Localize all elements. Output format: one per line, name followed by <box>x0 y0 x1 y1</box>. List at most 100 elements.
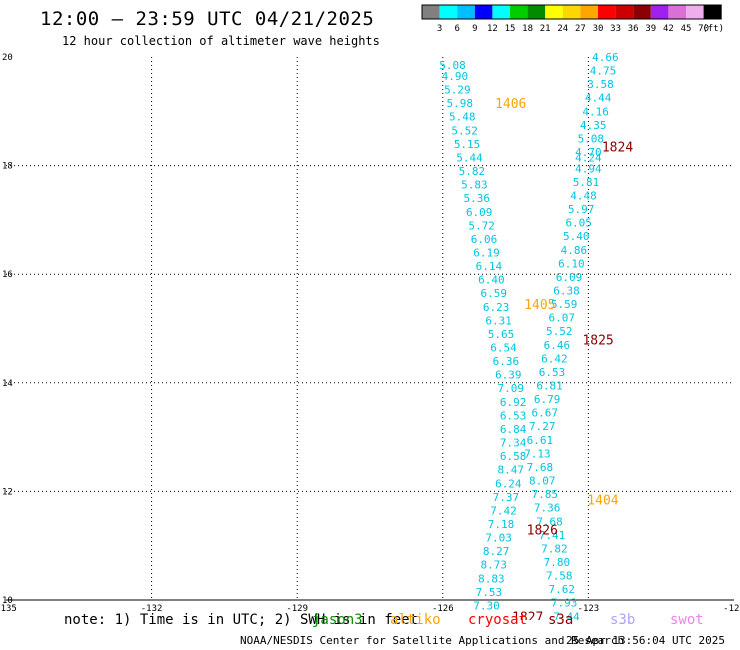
colorbar-swatch <box>510 5 528 19</box>
wave-height-value: 7.82 <box>541 542 568 555</box>
wave-height-value: 7.62 <box>548 583 575 596</box>
pass-time-label: 1827 <box>512 610 543 620</box>
colorbar-tick-label: 39 <box>645 24 656 34</box>
wave-height-value: 7.09 <box>497 382 524 395</box>
colorbar-swatch <box>598 5 616 19</box>
wave-height-value: 7.03 <box>485 532 512 545</box>
colorbar-tick-label: 12 <box>487 24 498 34</box>
wave-height-value: 4.90 <box>442 70 469 83</box>
wave-height-value: 6.67 <box>531 407 558 420</box>
footer-timestamp: 25 Apr 13:56:04 UTC 2025 <box>566 634 725 647</box>
wave-height-value: 7.85 <box>531 488 558 501</box>
satellite-s3a-label: s3a <box>548 612 574 628</box>
colorbar-tick-label: 42 <box>663 24 674 34</box>
wave-height-value: 4.35 <box>580 119 607 132</box>
x-tick-label: -132 <box>141 604 163 614</box>
colorbar-swatch <box>615 5 634 19</box>
wave-height-value: 4.66 <box>592 51 619 64</box>
wave-height-value: 5.40 <box>563 230 590 243</box>
wave-height-value: 4.24 <box>575 151 602 164</box>
wave-height-value: 6.24 <box>495 477 522 490</box>
colorbar-swatch <box>457 5 475 19</box>
wave-height-value: 5.52 <box>451 124 478 137</box>
wave-height-value: 4.44 <box>585 92 612 105</box>
wave-height-value: 4.48 <box>570 189 597 202</box>
wave-height-value: 8.83 <box>478 572 505 585</box>
colorbar-swatch <box>562 5 581 19</box>
satellite-altiko-label: altiko <box>390 612 441 628</box>
x-tick-label: -135 <box>0 604 17 614</box>
colorbar-unit: (ft) <box>702 24 724 34</box>
wave-height-value: 7.13 <box>524 447 551 460</box>
colorbar-tick-label: 9 <box>472 24 477 34</box>
wave-height-value: 7.53 <box>476 586 503 599</box>
colorbar-swatch <box>545 5 563 19</box>
note-text: note: 1) Time is in UTC; 2) SWH is in fe… <box>64 612 419 628</box>
wave-height-value: 7.93 <box>551 597 578 610</box>
wave-height-value: 7.58 <box>546 570 573 583</box>
wave-height-value: 6.54 <box>490 342 517 355</box>
colorbar-tick-label: 15 <box>505 24 516 34</box>
wave-height-value: 6.09 <box>556 271 583 284</box>
wave-height-value: 6.59 <box>481 287 508 300</box>
y-tick-label: 20 <box>2 53 13 63</box>
colorbar-tick-label: 18 <box>522 24 533 34</box>
wave-height-value: 5.72 <box>468 219 495 232</box>
wave-height-value: 5.59 <box>551 298 578 311</box>
wave-height-value: 7.36 <box>534 502 561 515</box>
wave-height-value: 5.97 <box>568 203 595 216</box>
wave-height-value: 7.18 <box>488 518 515 531</box>
pass-time-label: 1824 <box>602 141 633 156</box>
satellite-jason3-label: jason3 <box>312 612 363 628</box>
wave-height-value: 8.07 <box>529 475 556 488</box>
wave-height-value: 6.14 <box>476 260 503 273</box>
wave-height-value: 4.94 <box>575 162 602 175</box>
colorbar-tick-label: 6 <box>454 24 459 34</box>
wave-height-value: 6.53 <box>539 366 566 379</box>
colorbar-swatch <box>580 5 598 19</box>
colorbar-swatch <box>668 5 686 19</box>
wave-height-value: 5.65 <box>488 328 515 341</box>
y-tick-label: 10 <box>2 596 13 606</box>
wave-height-value: 4.70 <box>575 146 602 159</box>
colorbar-tick-label: 30 <box>593 24 604 34</box>
colorbar-swatch <box>650 5 669 19</box>
wave-height-value: 5.29 <box>444 84 471 97</box>
wave-height-value: 6.36 <box>493 355 520 368</box>
wave-height-value: 6.61 <box>527 434 554 447</box>
wave-height-value: 5.44 <box>456 151 483 164</box>
wave-height-value: 5.52 <box>546 325 573 338</box>
y-tick-label: 14 <box>2 379 13 389</box>
wave-height-value: 6.19 <box>473 246 500 259</box>
colorbar-swatch <box>439 5 458 19</box>
wave-height-plot: -135 -132 -129 -126 -123 -120 10 12 14 16 18 20 5.08… <box>0 51 740 620</box>
wave-height-value: 6.39 <box>495 369 522 382</box>
wave-height-value: 5.82 <box>459 165 486 178</box>
wave-height-value: 4.16 <box>582 105 609 118</box>
page-subtitle: 12 hour collection of altimeter wave hei… <box>62 34 380 48</box>
wave-height-value: 7.41 <box>539 529 566 542</box>
wave-height-value: 6.10 <box>558 257 585 270</box>
colorbar-tick-label: 33 <box>610 24 621 34</box>
x-tick-label: -129 <box>286 604 308 614</box>
colorbar-tick-label: 3 <box>437 24 442 34</box>
pass-time-label: 1404 <box>587 494 618 509</box>
wave-height-value: 6.06 <box>471 233 498 246</box>
colorbar-swatch <box>492 5 510 19</box>
pass-time-label: 1406 <box>495 97 526 112</box>
wave-height-value: 3.58 <box>587 78 614 91</box>
wave-height-value: 7.68 <box>527 461 554 474</box>
wave-height-value: 7.30 <box>473 599 500 612</box>
color-scale-bar: 3 6 9 12 15 18 21 24 27 30 33 36 39 42 45 70(ft) <box>421 4 724 34</box>
wave-height-value: 6.53 <box>500 409 527 422</box>
wave-height-value: 7.80 <box>544 556 571 569</box>
y-tick-label: 16 <box>2 270 13 280</box>
footer-credit: NOAA/NESDIS Center for Satellite Applica… <box>240 634 625 647</box>
wave-height-value: 8.73 <box>481 559 508 572</box>
wave-height-value: 8.47 <box>497 464 524 477</box>
colorbar-swatch <box>474 5 493 19</box>
satellite-s3b-label: s3b <box>610 612 636 628</box>
pass-time-label: 1825 <box>582 333 613 348</box>
y-tick-label: 18 <box>2 162 13 172</box>
wave-height-value: 6.07 <box>548 312 575 325</box>
